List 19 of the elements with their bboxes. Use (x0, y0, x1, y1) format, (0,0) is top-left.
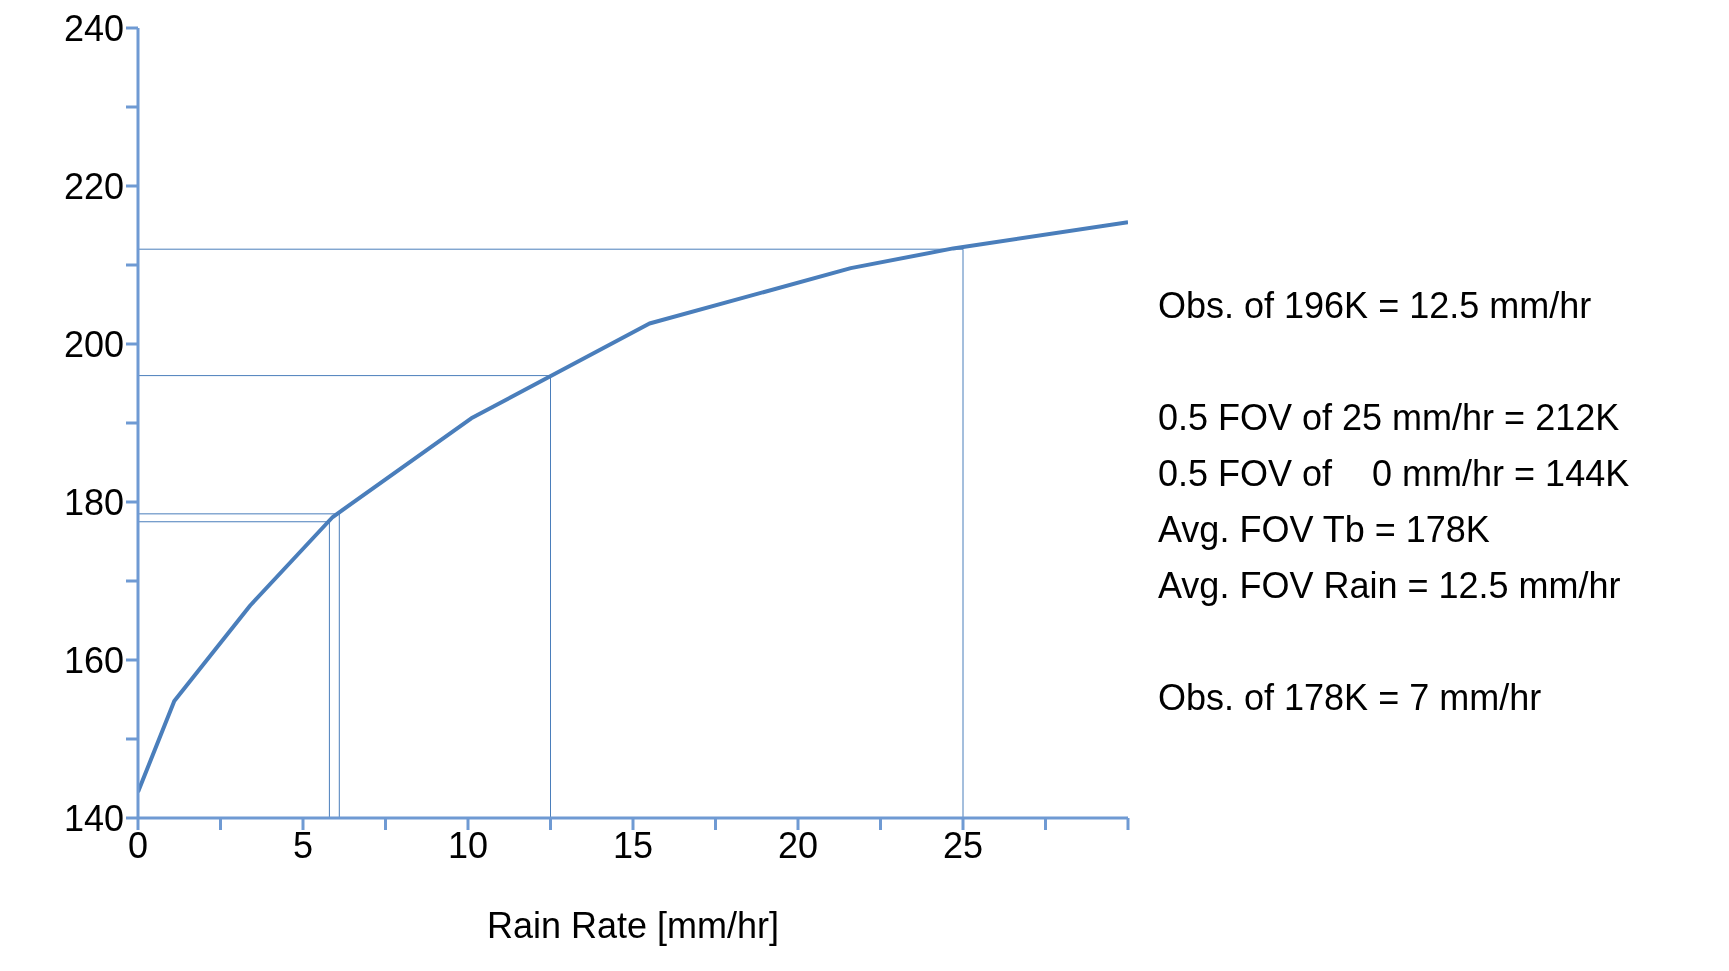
text: 0.5 FOV of 25 mm/hr = 212K (1158, 396, 1621, 440)
text: Avg. FOV Rain = 12.5 mm/hr (1158, 564, 1622, 608)
y-tick-label: 140 (63, 797, 124, 839)
text: 0.5 FOV of 0 mm/hr = 144K (1158, 452, 1630, 496)
text: Obs. of 178K = 7 mm/hr (1158, 676, 1543, 720)
y-tick-label: 220 (63, 165, 124, 207)
y-tick-label: 160 (63, 639, 124, 681)
x-axis-title: Rain Rate [mm/hr] (486, 905, 780, 946)
x-tick-label: 20 (777, 824, 819, 866)
x-tick-label: 15 (612, 824, 654, 866)
x-tick-label: 10 (447, 824, 489, 866)
x-tick-label: 0 (127, 824, 149, 866)
x-tick-label: 5 (292, 824, 314, 866)
text: Avg. FOV Tb = 178K (1158, 508, 1491, 552)
text: Obs. of 196K = 12.5 mm/hr (1158, 284, 1593, 328)
x-tick-label: 25 (942, 824, 984, 866)
y-tick-label: 240 (63, 7, 124, 49)
y-tick-label: 200 (63, 323, 124, 365)
y-tick-label: 180 (63, 481, 124, 523)
